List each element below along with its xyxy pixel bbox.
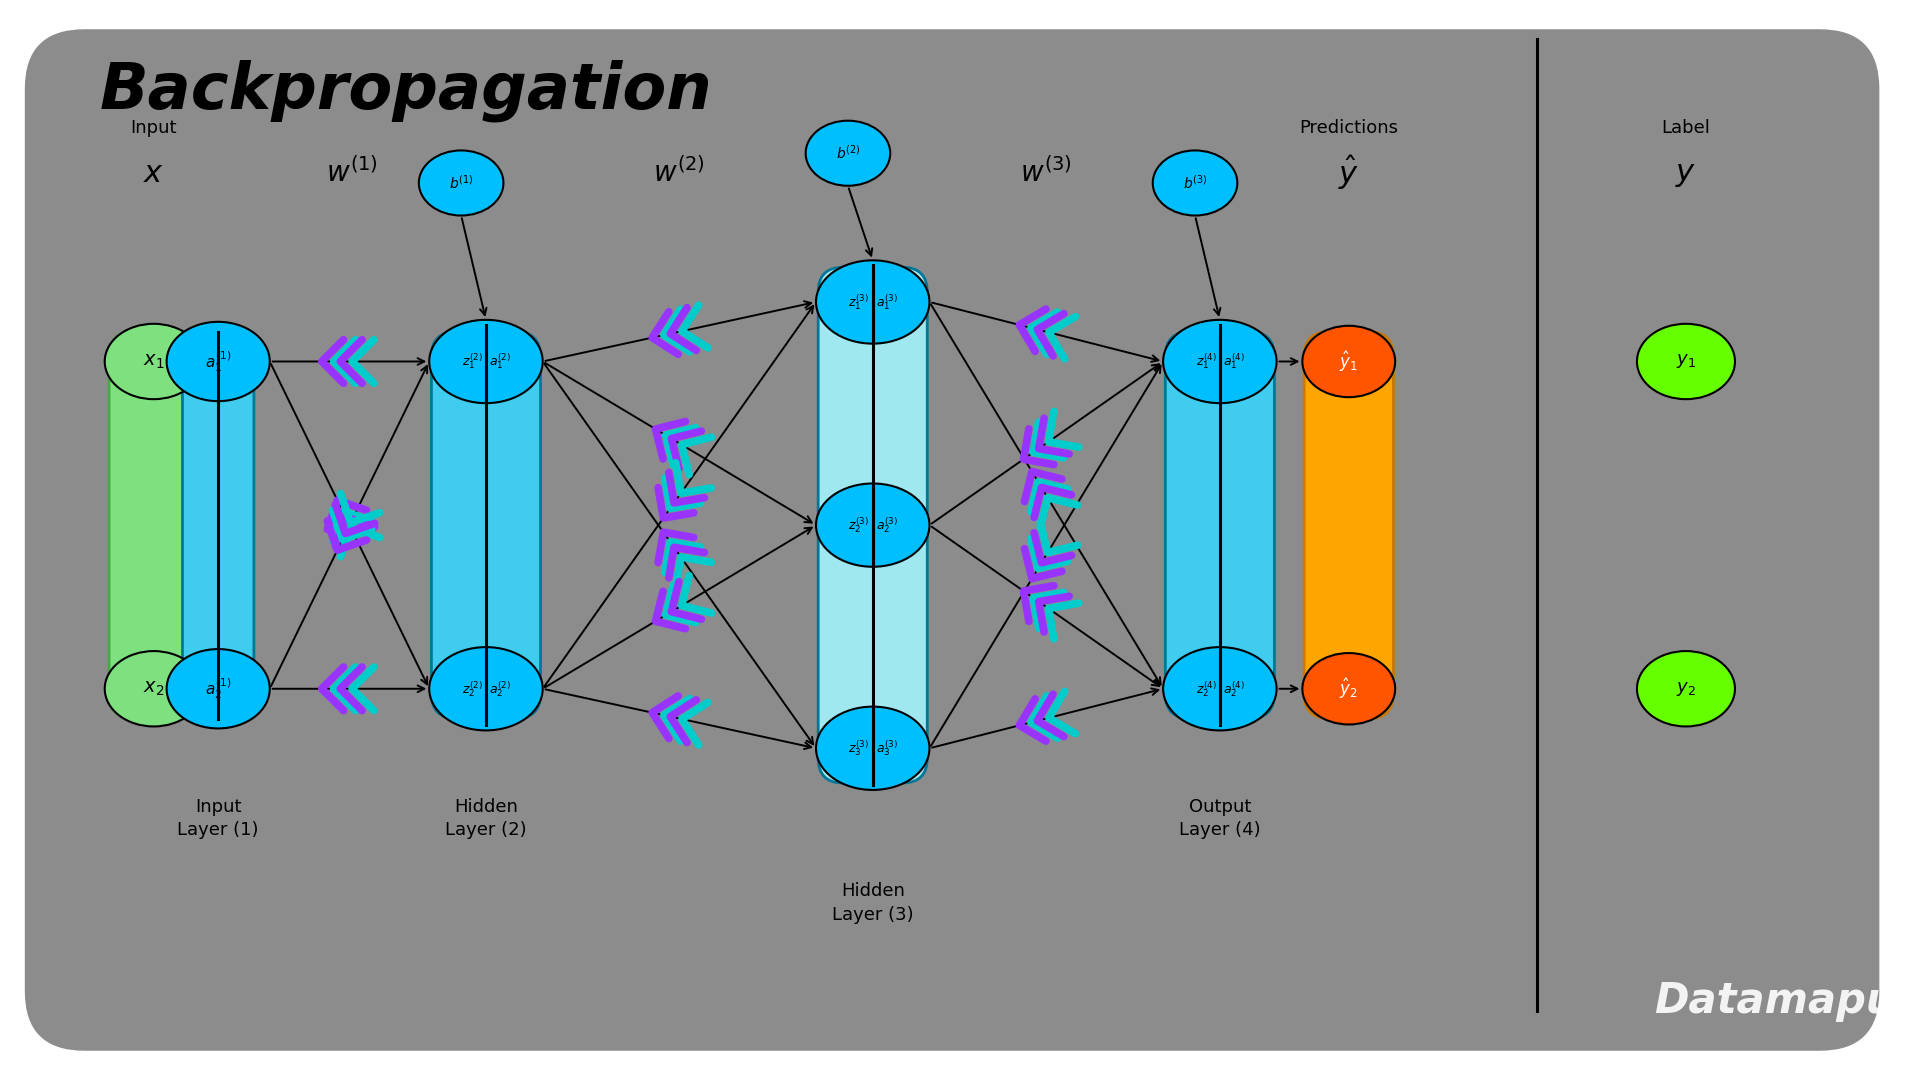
Text: Input
Layer (1): Input Layer (1) <box>177 798 259 839</box>
Text: $a_2^{(3)}$: $a_2^{(3)}$ <box>876 515 897 535</box>
Text: $a_2^{(1)}$: $a_2^{(1)}$ <box>205 676 230 701</box>
Text: $b^{(2)}$: $b^{(2)}$ <box>835 145 860 162</box>
Text: $a_1^{(4)}$: $a_1^{(4)}$ <box>1223 352 1244 372</box>
Ellipse shape <box>1638 324 1736 400</box>
Text: $a_3^{(3)}$: $a_3^{(3)}$ <box>876 739 897 758</box>
FancyBboxPatch shape <box>25 29 1880 1051</box>
Text: Backpropagation: Backpropagation <box>100 59 712 122</box>
Ellipse shape <box>806 121 891 186</box>
Ellipse shape <box>106 324 204 400</box>
Text: $y_2$: $y_2$ <box>1676 679 1695 698</box>
FancyBboxPatch shape <box>1165 332 1275 718</box>
Text: $\hat{y}_1$: $\hat{y}_1$ <box>1340 349 1357 374</box>
FancyBboxPatch shape <box>432 332 541 718</box>
Text: $w^{(2)}$: $w^{(2)}$ <box>653 158 705 188</box>
Text: $z_1^{(2)}$: $z_1^{(2)}$ <box>461 352 482 372</box>
Text: $a_1^{(1)}$: $a_1^{(1)}$ <box>205 349 230 374</box>
Text: Datamapu: Datamapu <box>1655 981 1895 1022</box>
Ellipse shape <box>816 484 929 567</box>
Ellipse shape <box>167 649 269 728</box>
Text: $b^{(3)}$: $b^{(3)}$ <box>1183 174 1208 192</box>
Ellipse shape <box>816 706 929 789</box>
Text: Input: Input <box>131 120 177 137</box>
Text: $x_2$: $x_2$ <box>144 679 165 698</box>
FancyBboxPatch shape <box>1304 332 1394 718</box>
Text: $a_2^{(4)}$: $a_2^{(4)}$ <box>1223 679 1244 699</box>
Text: $z_2^{(4)}$: $z_2^{(4)}$ <box>1196 679 1217 699</box>
Text: $w^{(3)}$: $w^{(3)}$ <box>1020 158 1071 188</box>
Text: $a_1^{(2)}$: $a_1^{(2)}$ <box>490 352 511 372</box>
Ellipse shape <box>816 260 929 343</box>
Text: Hidden
Layer (2): Hidden Layer (2) <box>445 798 526 839</box>
Text: $z_3^{(3)}$: $z_3^{(3)}$ <box>849 739 870 758</box>
Text: $z_1^{(3)}$: $z_1^{(3)}$ <box>849 293 870 312</box>
Text: $a_2^{(2)}$: $a_2^{(2)}$ <box>490 679 511 699</box>
Text: $y_1$: $y_1$ <box>1676 352 1695 370</box>
Ellipse shape <box>1164 320 1277 403</box>
Text: $\hat{y}_2$: $\hat{y}_2$ <box>1340 676 1357 701</box>
Text: $\hat{y}$: $\hat{y}$ <box>1338 153 1359 192</box>
Ellipse shape <box>1638 651 1736 727</box>
Text: Output
Layer (4): Output Layer (4) <box>1179 798 1261 839</box>
Text: Predictions: Predictions <box>1300 120 1398 137</box>
Ellipse shape <box>1302 653 1396 725</box>
Ellipse shape <box>430 320 543 403</box>
Ellipse shape <box>1302 326 1396 397</box>
Ellipse shape <box>167 322 269 401</box>
Ellipse shape <box>430 647 543 730</box>
Text: $x$: $x$ <box>144 158 165 189</box>
Ellipse shape <box>106 651 204 727</box>
Text: $a_1^{(3)}$: $a_1^{(3)}$ <box>876 293 897 312</box>
Text: $y$: $y$ <box>1676 158 1697 189</box>
Text: Label: Label <box>1661 120 1711 137</box>
Text: $b^{(1)}$: $b^{(1)}$ <box>449 174 474 192</box>
Text: $x_1$: $x_1$ <box>142 352 165 370</box>
Text: $z_2^{(2)}$: $z_2^{(2)}$ <box>461 679 482 699</box>
Text: $w^{(1)}$: $w^{(1)}$ <box>326 158 378 188</box>
Text: Hidden
Layer (3): Hidden Layer (3) <box>831 882 914 923</box>
Ellipse shape <box>419 150 503 216</box>
Ellipse shape <box>1164 647 1277 730</box>
FancyBboxPatch shape <box>109 332 198 718</box>
Text: $z_1^{(4)}$: $z_1^{(4)}$ <box>1196 352 1217 372</box>
Ellipse shape <box>1152 150 1236 216</box>
Text: $z_2^{(3)}$: $z_2^{(3)}$ <box>849 515 870 535</box>
FancyBboxPatch shape <box>818 267 927 783</box>
FancyBboxPatch shape <box>182 332 253 718</box>
